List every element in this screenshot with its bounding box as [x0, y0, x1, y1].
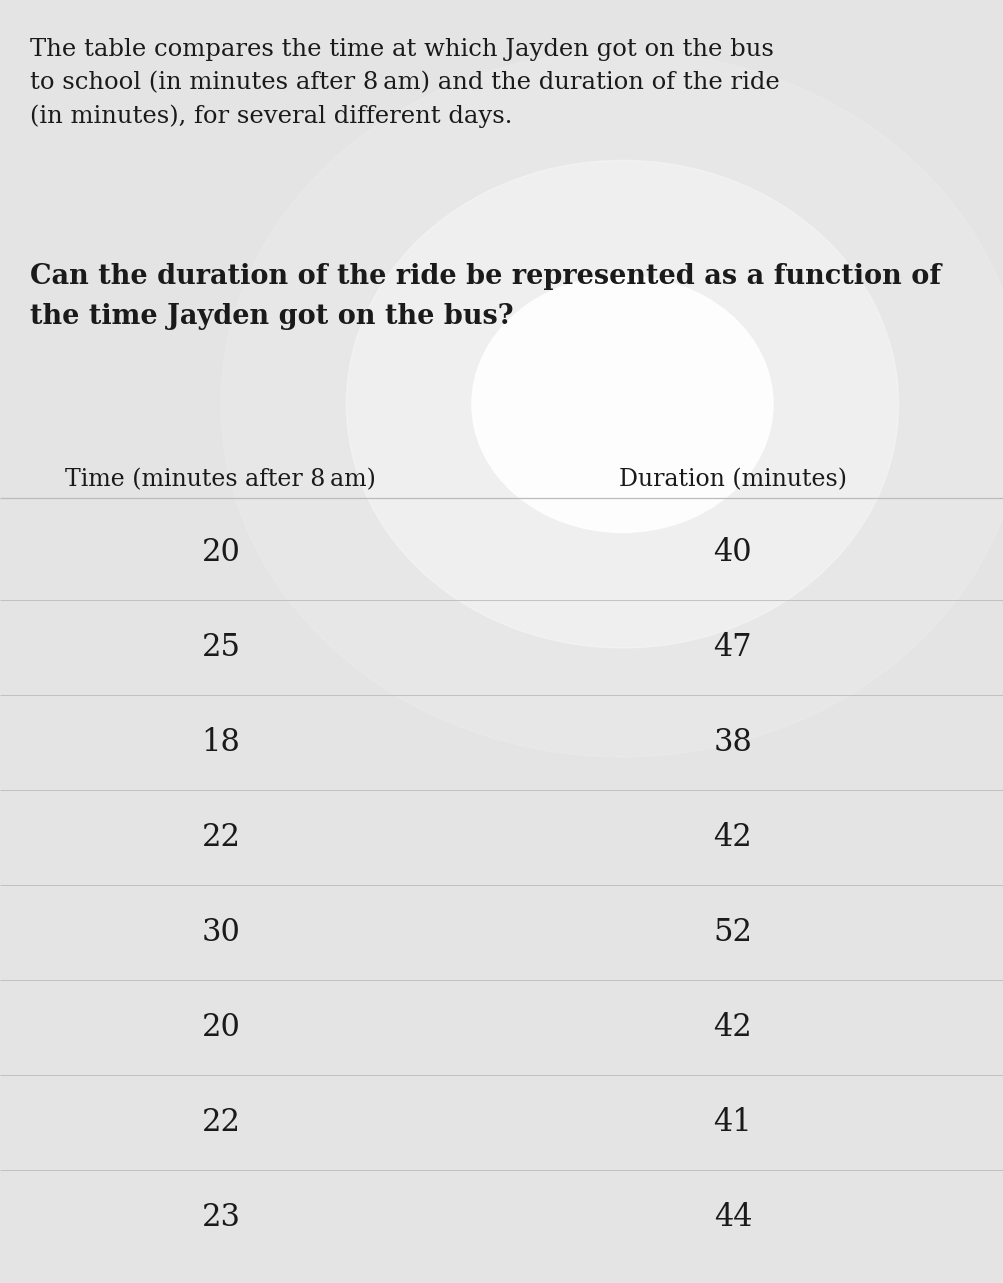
Text: Time (minutes after 8 am): Time (minutes after 8 am)	[65, 468, 376, 491]
Ellipse shape	[346, 160, 898, 648]
Text: 22: 22	[202, 1107, 240, 1138]
Text: Can the duration of the ride be represented as a function of
the time Jayden got: Can the duration of the ride be represen…	[30, 263, 940, 330]
Text: 38: 38	[713, 727, 751, 758]
Text: 40: 40	[713, 538, 751, 568]
Text: 22: 22	[202, 822, 240, 853]
Ellipse shape	[471, 276, 772, 532]
Text: 42: 42	[713, 1012, 751, 1043]
Text: Duration (minutes): Duration (minutes)	[618, 468, 847, 491]
Text: 23: 23	[202, 1202, 240, 1233]
Text: 42: 42	[713, 822, 751, 853]
Ellipse shape	[221, 51, 1003, 757]
Text: 47: 47	[713, 633, 751, 663]
Text: 20: 20	[202, 1012, 240, 1043]
Text: 30: 30	[202, 917, 240, 948]
Text: The table compares the time at which Jayden got on the bus
to school (in minutes: The table compares the time at which Jay…	[30, 38, 779, 128]
Text: 52: 52	[713, 917, 751, 948]
Text: 44: 44	[713, 1202, 751, 1233]
Text: 25: 25	[202, 633, 240, 663]
Text: 20: 20	[202, 538, 240, 568]
Text: 41: 41	[713, 1107, 751, 1138]
Text: 18: 18	[202, 727, 240, 758]
